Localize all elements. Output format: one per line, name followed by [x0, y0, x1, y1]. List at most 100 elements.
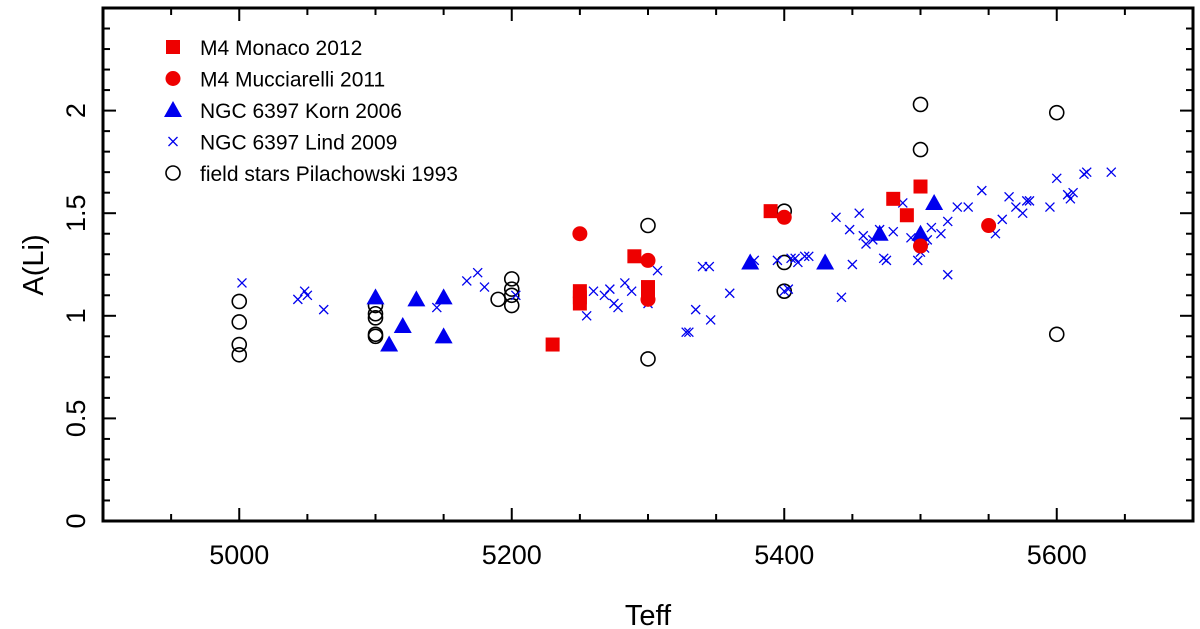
data-point	[1048, 104, 1065, 121]
data-point	[588, 286, 599, 297]
legend-marker	[166, 40, 180, 54]
data-point	[367, 310, 384, 326]
data-point	[626, 286, 637, 297]
legend-label: field stars Pilachowski 1993	[200, 163, 458, 186]
legend-label: NGC 6397 Korn 2006	[200, 100, 402, 123]
data-point	[318, 304, 329, 315]
data-point	[503, 271, 520, 287]
data-point	[572, 284, 587, 299]
data-point	[911, 224, 930, 241]
data-point	[431, 302, 442, 313]
legend-entry: M4 Mucciarelli 2011	[165, 69, 385, 92]
data-point	[510, 290, 521, 301]
legend-marker	[168, 136, 178, 147]
data-point	[652, 265, 663, 276]
data-point	[572, 226, 588, 242]
data-point	[976, 185, 987, 196]
data-point	[906, 232, 916, 243]
data-point	[776, 209, 792, 225]
legend-marker	[165, 165, 181, 181]
y-tick-label: 1	[61, 308, 91, 323]
data-point	[1068, 187, 1079, 198]
data-point	[942, 269, 953, 280]
data-point	[763, 204, 778, 219]
axis-ticks: 5000 5200 5400 5600 0 0.5 1 1.5 2	[61, 8, 1194, 570]
data-point	[640, 217, 656, 234]
data-point	[1017, 208, 1028, 219]
data-point	[912, 141, 929, 158]
data-point	[858, 230, 869, 241]
data-point	[741, 253, 760, 270]
y-tick-label: 1.5	[61, 194, 91, 232]
data-point	[604, 284, 615, 295]
data-point	[836, 292, 847, 303]
data-point	[302, 290, 313, 301]
data-point	[981, 218, 997, 234]
legend-marker	[164, 101, 182, 117]
data-point	[681, 327, 692, 338]
data-point	[380, 335, 399, 352]
data-point	[997, 214, 1008, 225]
data-point	[1106, 167, 1117, 178]
x-tick-label: 5000	[209, 540, 269, 570]
data-point	[888, 226, 899, 237]
data-point	[783, 284, 794, 295]
legend-entry: NGC 6397 Lind 2009	[168, 132, 397, 155]
y-tick-label: 0.5	[61, 400, 91, 438]
data-point	[479, 282, 490, 293]
data-point	[490, 291, 506, 308]
data-point	[847, 259, 858, 270]
data-point	[641, 280, 655, 295]
legend-entry: NGC 6397 Korn 2006	[164, 100, 402, 123]
data-point	[724, 288, 735, 299]
data-point	[831, 212, 841, 223]
data-point	[627, 249, 642, 264]
data-point	[861, 239, 871, 249]
data-point	[952, 202, 963, 213]
data-point	[899, 208, 914, 223]
data-point	[816, 253, 835, 270]
data-point	[1081, 167, 1092, 178]
y-axis-title: A(Li)	[18, 234, 50, 295]
data-point	[503, 297, 520, 314]
x-tick-label: 5600	[1027, 540, 1087, 570]
data-point	[963, 202, 974, 213]
data-point	[925, 193, 944, 210]
data-point	[231, 336, 248, 353]
data-point	[231, 346, 248, 363]
data-point	[926, 222, 937, 233]
data-point	[913, 179, 928, 194]
data-point	[619, 278, 630, 288]
data-point	[1051, 173, 1062, 184]
legend-label: NGC 6397 Lind 2009	[200, 132, 397, 155]
data-point	[913, 238, 928, 254]
x-tick-label: 5400	[754, 540, 814, 570]
legend-marker	[165, 71, 181, 86]
data-point	[803, 251, 814, 262]
data-point	[472, 267, 483, 278]
data-point	[292, 294, 303, 305]
data-point	[886, 191, 901, 206]
series-4	[231, 96, 1065, 367]
data-point	[640, 252, 656, 268]
data-point	[503, 287, 520, 304]
x-tick-label: 5200	[482, 540, 542, 570]
y-tick-label: 0	[61, 513, 91, 528]
data-point	[1004, 191, 1015, 202]
data-point	[1044, 202, 1055, 213]
y-tick-label: 2	[61, 103, 91, 118]
data-point	[237, 278, 247, 288]
series-1	[572, 209, 997, 307]
data-point	[640, 351, 656, 367]
data-point	[912, 255, 923, 266]
data-point	[1048, 326, 1065, 343]
data-point	[231, 314, 248, 330]
data-point	[912, 96, 929, 113]
data-point	[407, 290, 426, 307]
data-point	[366, 288, 385, 305]
data-point	[581, 310, 592, 321]
legend-entry: field stars Pilachowski 1993	[165, 163, 458, 186]
legend: M4 Monaco 2012 M4 Mucciarelli 2011 NGC 639…	[164, 37, 458, 186]
data-points	[231, 96, 1117, 367]
